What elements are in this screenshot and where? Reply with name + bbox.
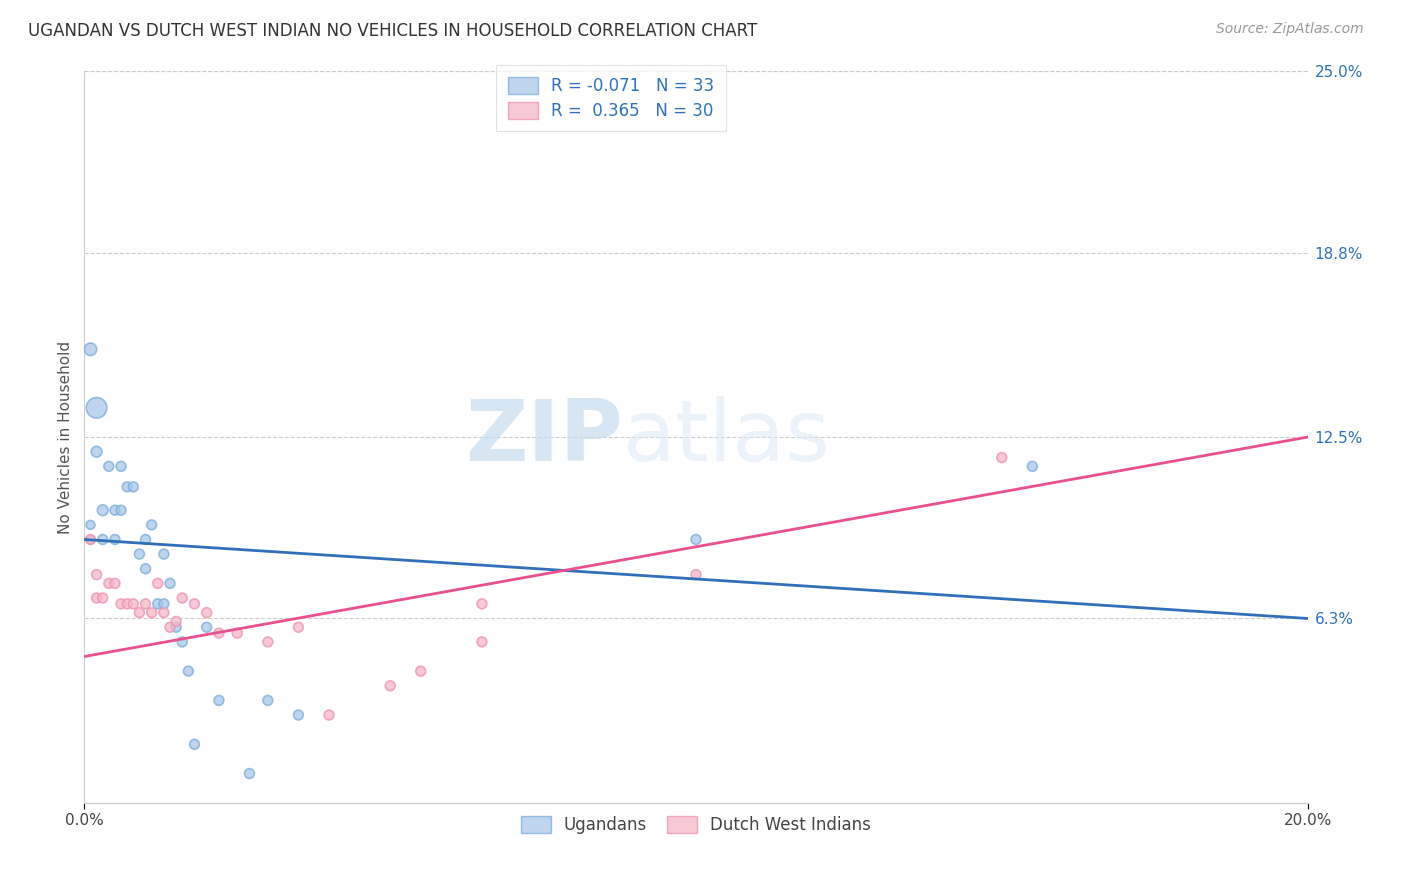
Point xyxy=(97,459,120,474)
Point xyxy=(208,626,231,640)
Point xyxy=(79,343,101,357)
Point xyxy=(685,533,707,547)
Point xyxy=(104,533,127,547)
Point xyxy=(128,547,150,561)
Point xyxy=(159,576,181,591)
Point xyxy=(104,503,127,517)
Text: ZIP: ZIP xyxy=(465,395,623,479)
Point xyxy=(86,591,108,605)
Point xyxy=(153,597,176,611)
Point xyxy=(380,679,402,693)
Y-axis label: No Vehicles in Household: No Vehicles in Household xyxy=(58,341,73,533)
Point xyxy=(135,533,157,547)
Point xyxy=(135,597,157,611)
Point xyxy=(165,615,187,629)
Text: atlas: atlas xyxy=(623,395,831,479)
Point xyxy=(86,401,108,415)
Point xyxy=(177,664,200,678)
Point xyxy=(195,606,218,620)
Text: UGANDAN VS DUTCH WEST INDIAN NO VEHICLES IN HOUSEHOLD CORRELATION CHART: UGANDAN VS DUTCH WEST INDIAN NO VEHICLES… xyxy=(28,22,758,40)
Point xyxy=(91,533,114,547)
Point xyxy=(141,606,163,620)
Point xyxy=(1021,459,1043,474)
Point xyxy=(287,620,309,634)
Point xyxy=(91,591,114,605)
Point xyxy=(183,737,205,751)
Point xyxy=(318,708,340,723)
Point xyxy=(128,606,150,620)
Point xyxy=(409,664,432,678)
Point xyxy=(86,567,108,582)
Point xyxy=(183,597,205,611)
Point xyxy=(685,567,707,582)
Point xyxy=(146,597,169,611)
Point xyxy=(195,620,218,634)
Point xyxy=(115,597,138,611)
Point xyxy=(287,708,309,723)
Point xyxy=(226,626,249,640)
Point xyxy=(97,576,120,591)
Point xyxy=(79,533,101,547)
Point xyxy=(991,450,1014,465)
Point xyxy=(159,620,181,634)
Point xyxy=(91,503,114,517)
Point xyxy=(208,693,231,707)
Point xyxy=(122,597,145,611)
Point xyxy=(79,533,101,547)
Point xyxy=(471,597,494,611)
Point xyxy=(471,635,494,649)
Point xyxy=(257,635,280,649)
Legend: Ugandans, Dutch West Indians: Ugandans, Dutch West Indians xyxy=(509,805,883,846)
Point xyxy=(135,562,157,576)
Point xyxy=(122,480,145,494)
Point xyxy=(110,503,132,517)
Point xyxy=(172,591,194,605)
Point xyxy=(110,459,132,474)
Point xyxy=(153,547,176,561)
Point xyxy=(165,620,187,634)
Point xyxy=(79,517,101,532)
Point xyxy=(141,517,163,532)
Point xyxy=(153,606,176,620)
Point xyxy=(146,576,169,591)
Point xyxy=(238,766,260,780)
Point xyxy=(172,635,194,649)
Text: Source: ZipAtlas.com: Source: ZipAtlas.com xyxy=(1216,22,1364,37)
Point xyxy=(86,444,108,458)
Point xyxy=(104,576,127,591)
Point xyxy=(257,693,280,707)
Point xyxy=(110,597,132,611)
Point xyxy=(115,480,138,494)
